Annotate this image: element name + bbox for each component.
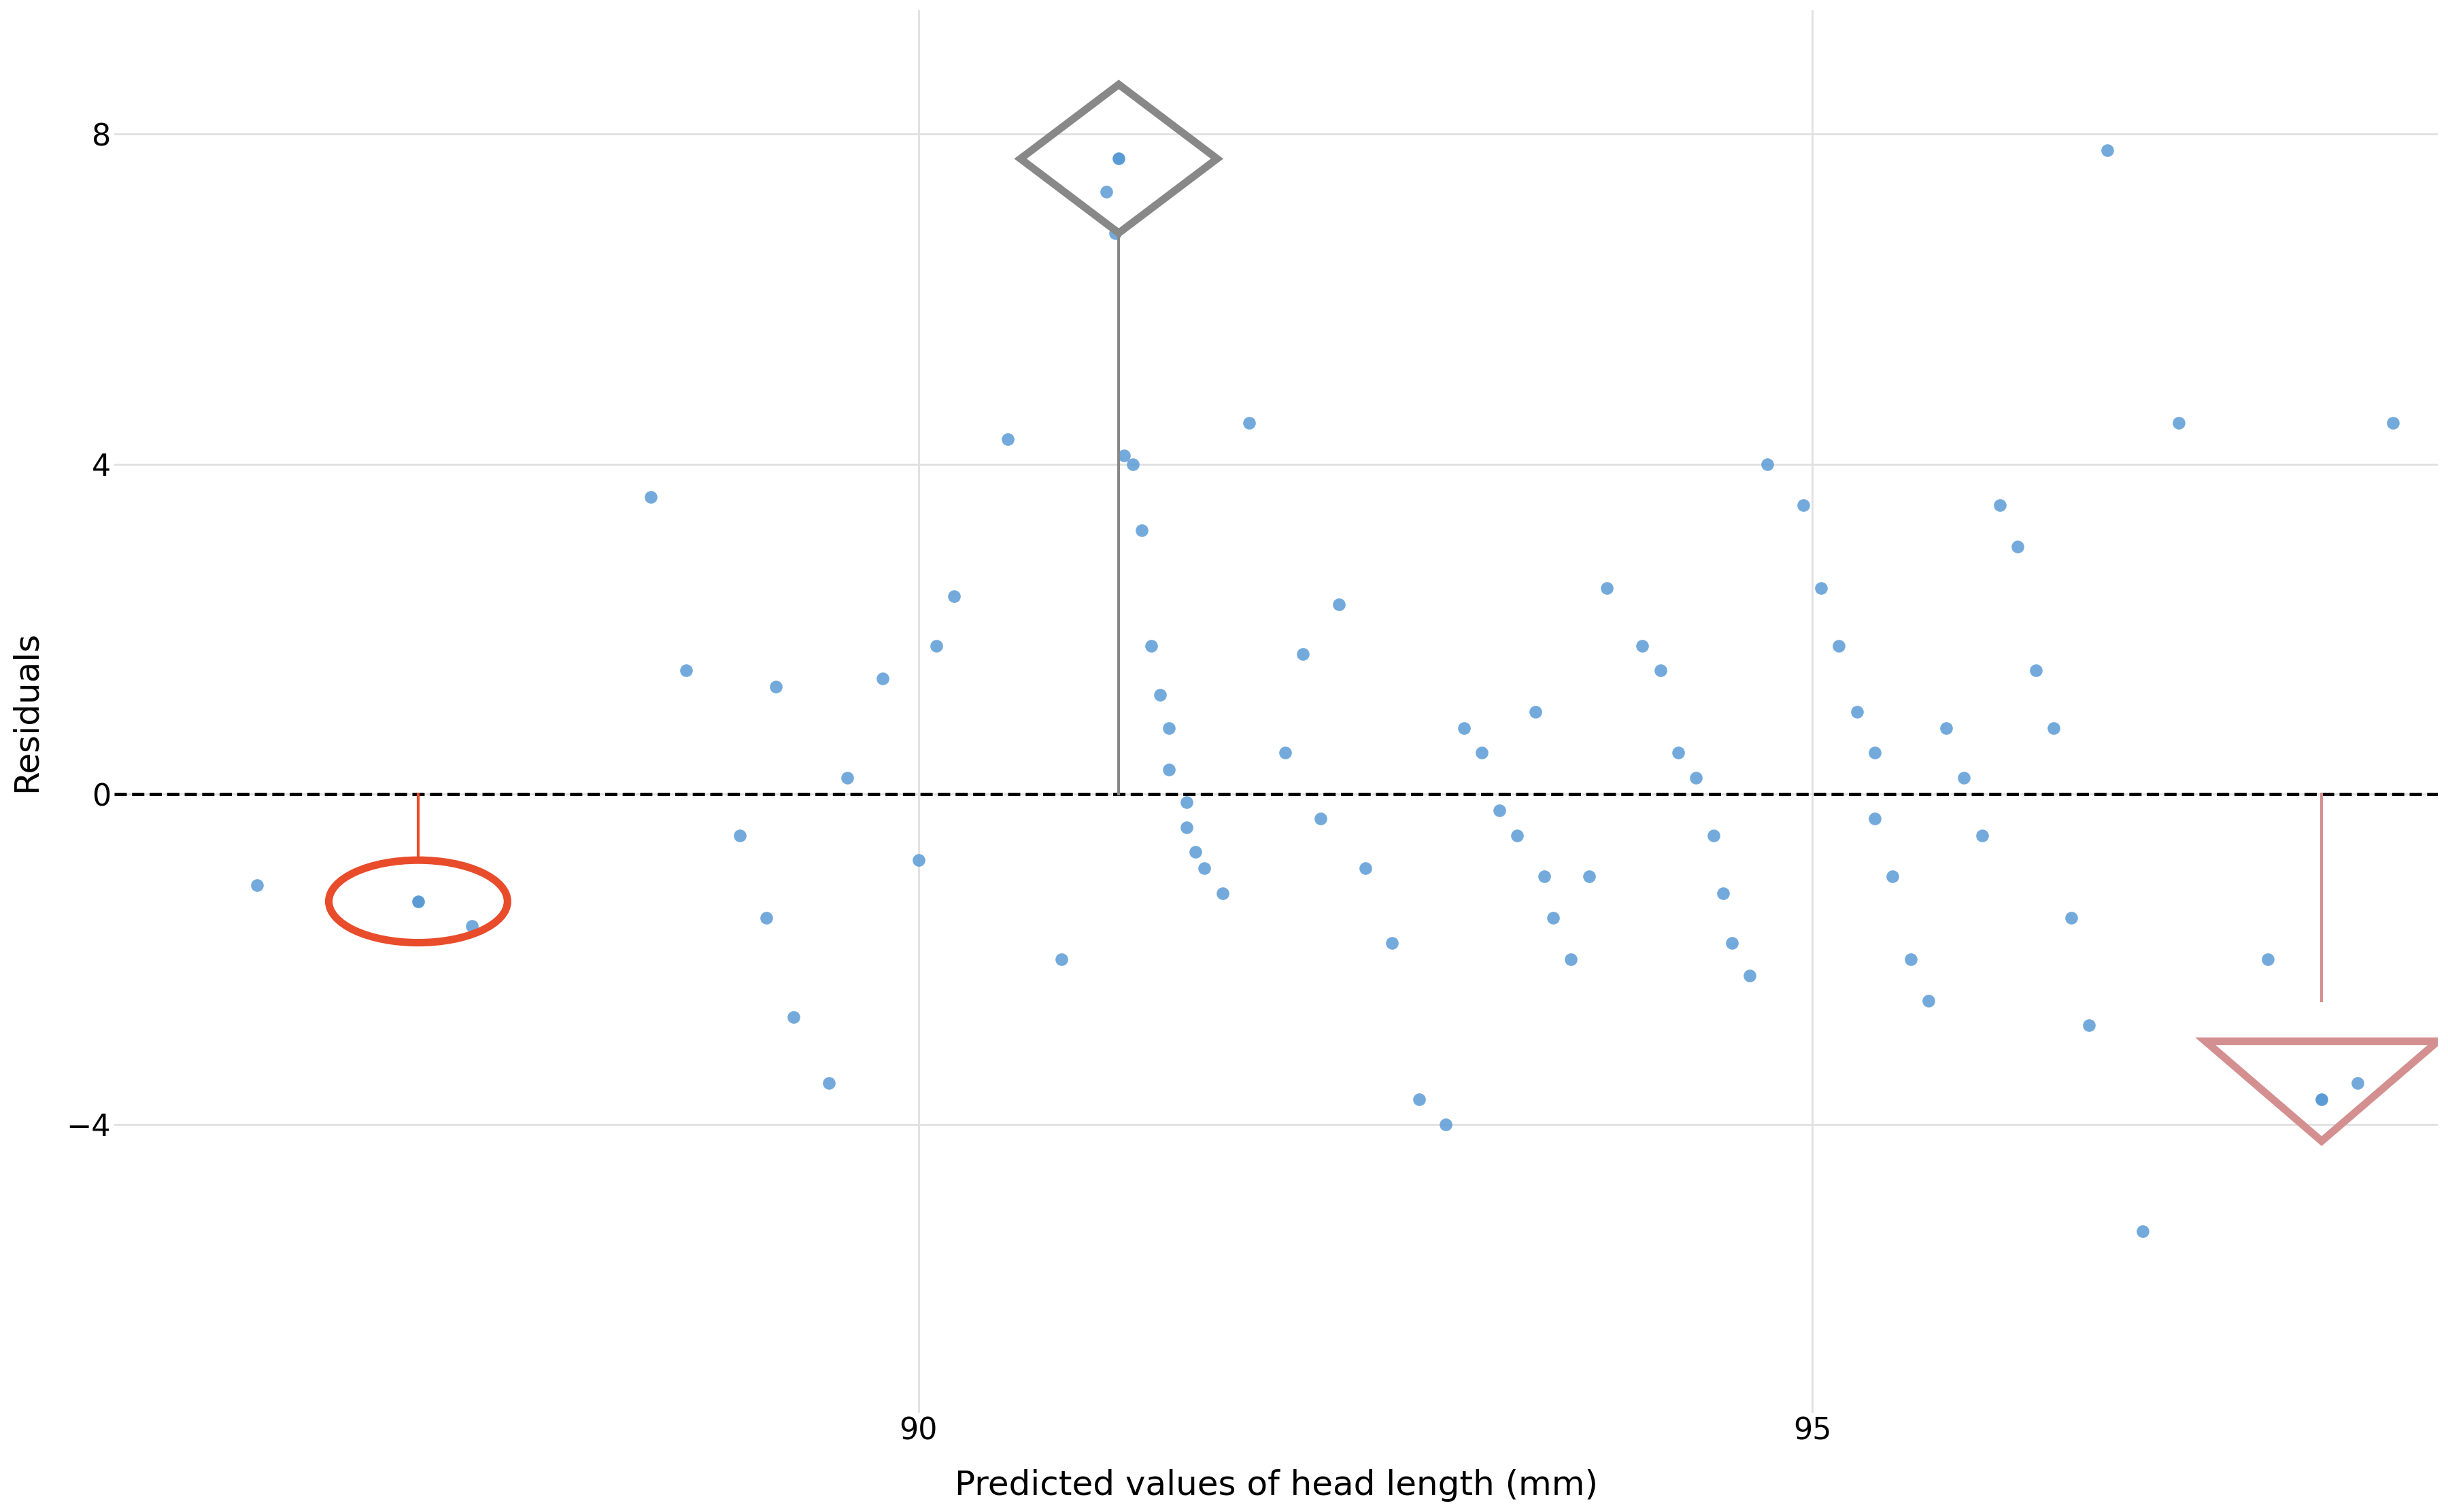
Point xyxy=(453,915,492,939)
Point xyxy=(1640,658,1679,682)
Point xyxy=(2159,411,2198,435)
Point xyxy=(1229,411,1268,435)
Point xyxy=(1802,576,1841,600)
Point xyxy=(1944,765,1983,789)
Point xyxy=(1569,865,1608,889)
Point xyxy=(1785,493,1824,517)
Point xyxy=(1124,519,1163,543)
Point xyxy=(1168,815,1207,839)
Point xyxy=(1400,1087,1439,1111)
Point xyxy=(2069,1013,2108,1037)
Point xyxy=(1148,758,1187,782)
Point xyxy=(1890,947,1929,971)
Point xyxy=(2338,1070,2377,1095)
Point xyxy=(827,765,867,789)
Point xyxy=(1856,807,1895,832)
Point xyxy=(2088,139,2127,163)
Point xyxy=(720,824,759,848)
Point xyxy=(1677,765,1716,789)
Y-axis label: Residuals: Residuals xyxy=(10,631,42,792)
Point xyxy=(1731,963,1770,987)
Point xyxy=(2017,658,2056,682)
Point xyxy=(1104,443,1143,467)
Point xyxy=(1998,534,2037,558)
Point xyxy=(1980,493,2020,517)
Point xyxy=(1185,856,1224,880)
Point xyxy=(1586,576,1625,600)
Point xyxy=(1319,593,1359,617)
Point xyxy=(2122,1219,2162,1243)
Point xyxy=(1748,452,1787,476)
Point xyxy=(1552,947,1591,971)
Point xyxy=(1131,634,1170,658)
Point xyxy=(666,658,705,682)
Point xyxy=(898,848,938,872)
Point xyxy=(2247,947,2286,971)
Point xyxy=(1087,180,1126,204)
Point xyxy=(774,1005,813,1030)
Point xyxy=(1873,865,1912,889)
Point xyxy=(2301,1087,2340,1111)
X-axis label: Predicted values of head length (mm): Predicted values of head length (mm) xyxy=(955,1470,1599,1501)
Point xyxy=(1498,824,1537,848)
Point xyxy=(1283,641,1322,665)
Point xyxy=(1927,717,1966,741)
Point xyxy=(864,667,903,691)
Point xyxy=(1623,634,1662,658)
Point xyxy=(1097,221,1136,245)
Point xyxy=(1963,824,2002,848)
Point xyxy=(1704,881,1743,906)
Point xyxy=(1856,741,1895,765)
Point xyxy=(1660,741,1699,765)
Point xyxy=(1427,1113,1466,1137)
Point xyxy=(1532,906,1572,930)
Point xyxy=(1481,798,1520,823)
Point xyxy=(237,872,277,897)
Point xyxy=(1838,700,1878,724)
Point xyxy=(1515,700,1554,724)
Point xyxy=(810,1070,849,1095)
Point xyxy=(1168,791,1207,815)
Point xyxy=(632,485,671,510)
Point xyxy=(1141,683,1180,708)
Point xyxy=(1711,930,1750,954)
Point xyxy=(2051,906,2091,930)
Point xyxy=(1909,989,1949,1013)
Point xyxy=(1175,839,1214,863)
Point xyxy=(989,428,1028,452)
Point xyxy=(1202,881,1241,906)
Point xyxy=(1525,865,1564,889)
Point xyxy=(1819,634,1858,658)
Point xyxy=(1043,947,1082,971)
Point xyxy=(399,889,438,913)
Point xyxy=(1461,741,1501,765)
Point xyxy=(918,634,957,658)
Point xyxy=(1099,147,1138,171)
Point xyxy=(747,906,786,930)
Point xyxy=(1266,741,1305,765)
Point xyxy=(2375,411,2414,435)
Point xyxy=(756,674,796,699)
Point xyxy=(1694,824,1733,848)
Point xyxy=(1148,717,1187,741)
Point xyxy=(935,584,974,608)
Point xyxy=(1302,807,1342,832)
Point xyxy=(1373,930,1412,954)
Point xyxy=(2034,717,2073,741)
Point xyxy=(1444,717,1483,741)
Point xyxy=(1114,452,1153,476)
Point xyxy=(1346,856,1386,880)
